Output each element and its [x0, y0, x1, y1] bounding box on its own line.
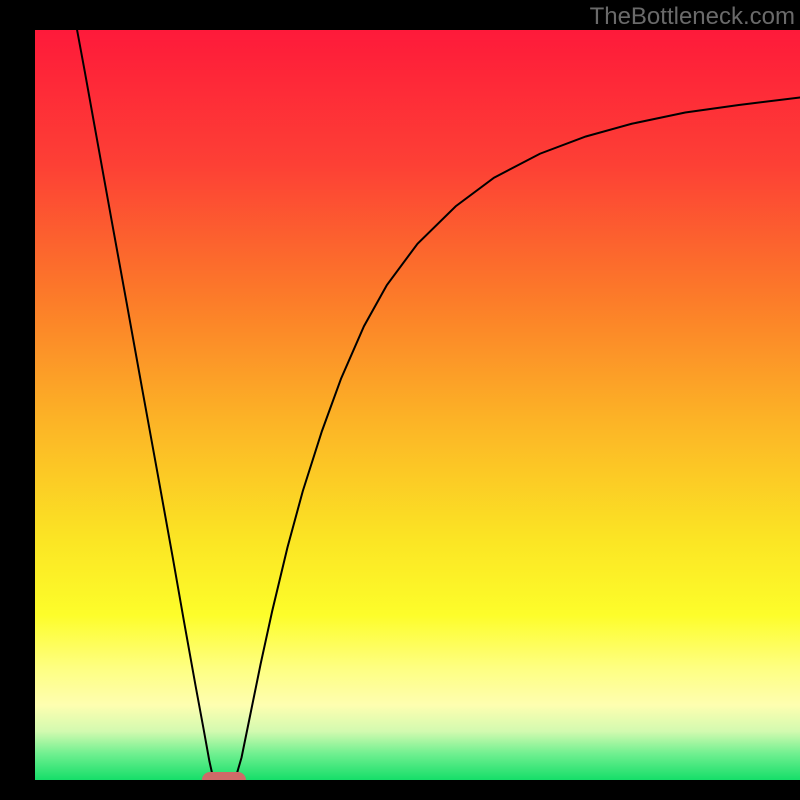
chart-svg: TheBottleneck.com	[0, 0, 800, 800]
frame-left	[0, 0, 35, 800]
plot-background	[35, 30, 800, 780]
bottleneck-chart: TheBottleneck.com	[0, 0, 800, 800]
watermark-text: TheBottleneck.com	[590, 3, 795, 30]
frame-bottom	[0, 780, 800, 800]
